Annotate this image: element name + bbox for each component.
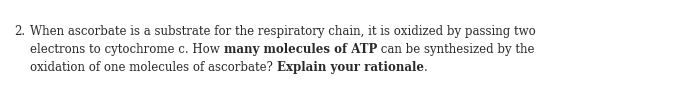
Text: oxidation of one molecules of ascorbate?: oxidation of one molecules of ascorbate?: [30, 61, 277, 74]
Text: many molecules of ATP: many molecules of ATP: [223, 43, 377, 56]
Text: electrons to cytochrome c. How: electrons to cytochrome c. How: [30, 43, 223, 56]
Text: 2.: 2.: [14, 25, 25, 38]
Text: .: .: [424, 61, 428, 74]
Text: When ascorbate is a substrate for the respiratory chain, it is oxidized by passi: When ascorbate is a substrate for the re…: [30, 25, 536, 38]
Text: Explain your rationale: Explain your rationale: [276, 61, 424, 74]
Text: can be synthesized by the: can be synthesized by the: [377, 43, 534, 56]
